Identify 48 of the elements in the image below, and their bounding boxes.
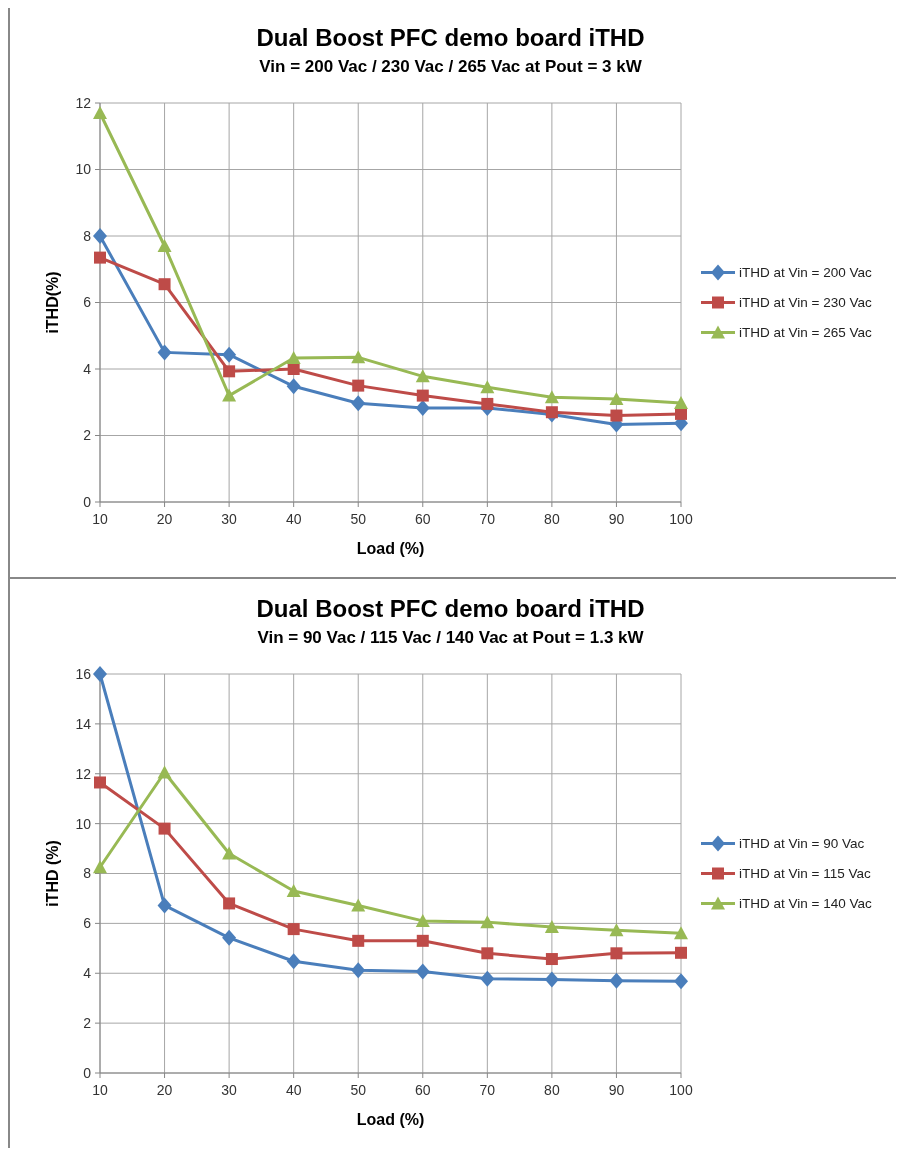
- y-tick-label: 12: [75, 94, 92, 111]
- y-axis-title: iTHD (%): [44, 840, 61, 907]
- legend-label: iTHD at Vin = 265 Vac: [739, 325, 872, 341]
- y-tick-label: 2: [83, 427, 92, 444]
- x-tick-label: 20: [156, 1082, 173, 1098]
- y-tick-label: 14: [75, 715, 92, 732]
- x-tick-label: 20: [156, 511, 173, 527]
- y-tick-label: 10: [75, 815, 92, 832]
- x-axis-title: Load (%): [356, 1111, 425, 1128]
- y-tick-label: 0: [83, 493, 92, 510]
- x-tick-label: 70: [479, 511, 496, 527]
- x-tick-label: 40: [285, 1082, 302, 1098]
- x-tick-label: 100: [669, 1082, 693, 1098]
- y-tick-label: 8: [83, 227, 92, 244]
- y-tick-label: 16: [75, 665, 92, 682]
- y-axis-title: iTHD(%): [44, 271, 61, 334]
- y-tick-label: 6: [83, 915, 92, 932]
- x-tick-label: 100: [669, 511, 693, 527]
- legend-label: iTHD at Vin = 140 Vac: [739, 896, 872, 912]
- chart-subtitle: Vin = 200 Vac / 230 Vac / 265 Vac at Pout = 3 kW: [259, 57, 643, 76]
- y-tick-label: 4: [83, 360, 92, 377]
- x-tick-label: 50: [350, 511, 367, 527]
- x-tick-label: 30: [221, 511, 238, 527]
- x-tick-label: 60: [414, 1082, 431, 1098]
- y-tick-label: 4: [83, 965, 92, 982]
- chart-subtitle: Vin = 90 Vac / 115 Vac / 140 Vac at Pout = 1.3 kW: [257, 628, 645, 647]
- y-tick-label: 8: [83, 865, 92, 882]
- x-tick-label: 90: [608, 511, 625, 527]
- x-axis-title: Load (%): [356, 540, 425, 557]
- y-tick-label: 12: [75, 765, 92, 782]
- x-tick-label: 80: [544, 511, 560, 527]
- x-tick-label: 80: [544, 1082, 560, 1098]
- x-tick-label: 90: [608, 1082, 625, 1098]
- legend-label: iTHD at Vin = 90 Vac: [739, 836, 865, 852]
- y-tick-label: 0: [83, 1064, 92, 1081]
- y-tick-label: 6: [83, 294, 92, 311]
- legend-label: iTHD at Vin = 115 Vac: [739, 866, 871, 882]
- x-tick-label: 50: [350, 1082, 367, 1098]
- chart-title: Dual Boost PFC demo board iTHD: [256, 595, 645, 622]
- x-tick-label: 60: [414, 511, 431, 527]
- legend-label: iTHD at Vin = 200 Vac: [739, 265, 872, 281]
- legend-label: iTHD at Vin = 230 Vac: [739, 295, 872, 311]
- chart-title: Dual Boost PFC demo board iTHD: [256, 24, 645, 51]
- x-tick-label: 40: [285, 511, 302, 527]
- x-tick-label: 30: [221, 1082, 238, 1098]
- y-tick-label: 10: [75, 161, 92, 178]
- x-tick-label: 70: [479, 1082, 496, 1098]
- y-tick-label: 2: [83, 1015, 92, 1032]
